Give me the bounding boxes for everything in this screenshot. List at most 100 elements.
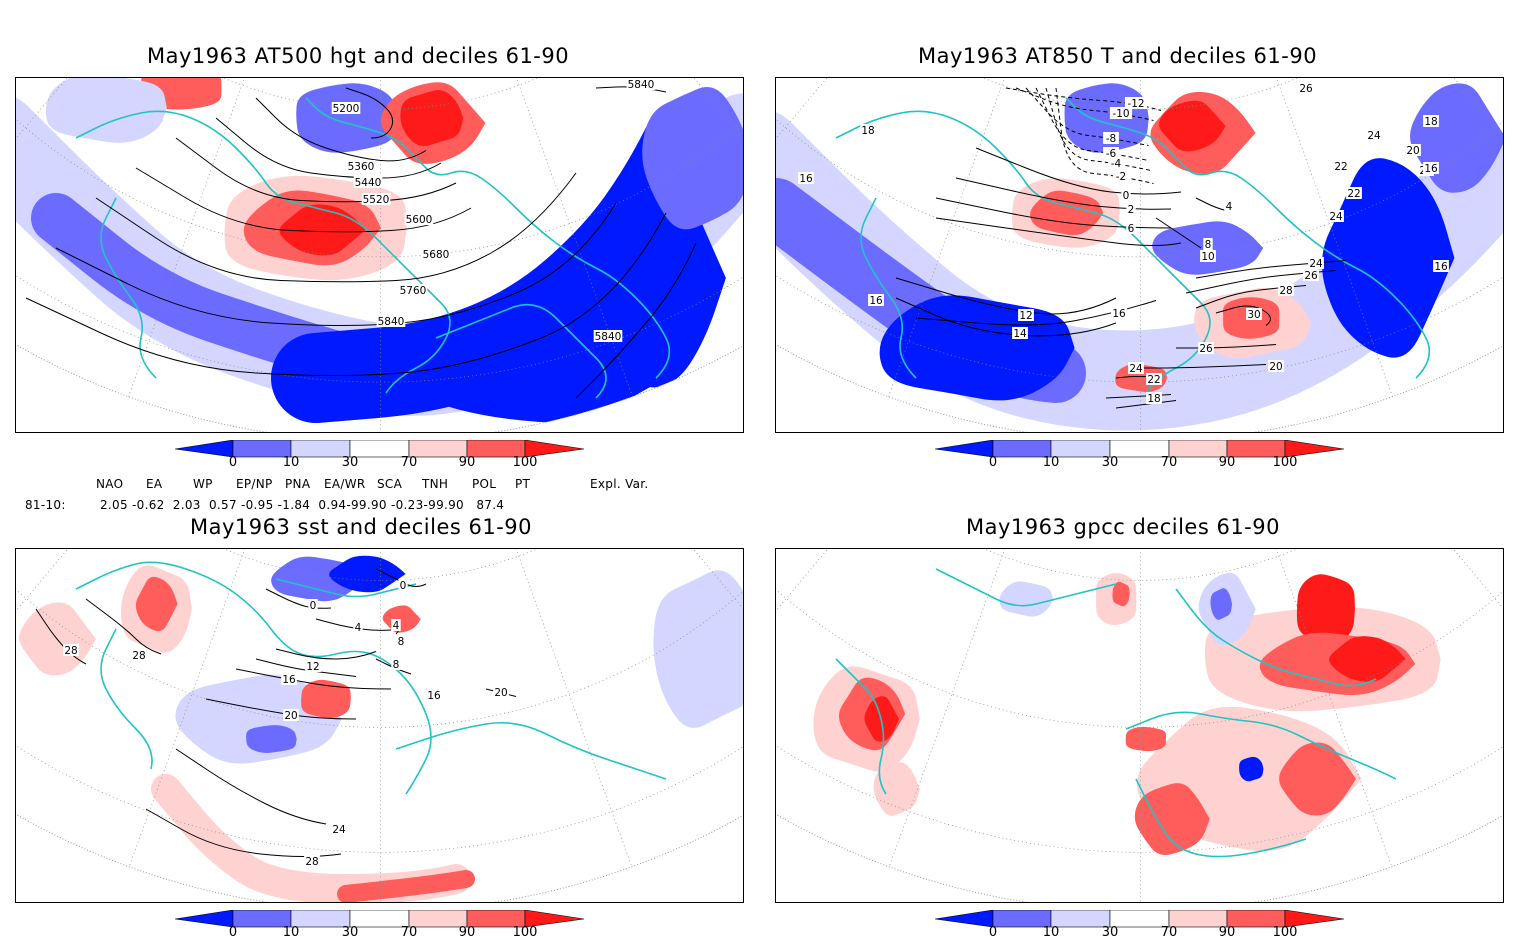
contour-label: 16 <box>1424 163 1438 175</box>
sst-contour <box>255 658 357 677</box>
sst-contour <box>145 808 342 857</box>
colorbar-tick-label: 0 <box>228 925 238 940</box>
latitude-circle <box>16 78 743 383</box>
contour-label-bg <box>305 660 321 672</box>
colorbar-swatch <box>1284 440 1345 458</box>
contour-label: 8 <box>1205 239 1212 251</box>
colorbar-tick-label: 90 <box>1218 455 1236 470</box>
contour-label: 0 <box>1123 190 1130 202</box>
index-header-pna: PNA <box>285 477 311 491</box>
height-contour <box>25 212 667 376</box>
contour-label: 12 <box>306 661 319 673</box>
contour-label: -2 <box>1116 171 1126 183</box>
contour-label: 8 <box>398 636 405 648</box>
colorbar-tick-label: 70 <box>1160 455 1178 470</box>
latitude-circle <box>776 78 1503 383</box>
index-header-epnp: EP/NP <box>236 477 273 491</box>
contour-label: 24 <box>1329 211 1343 223</box>
contour-label: 24 <box>1367 130 1381 142</box>
contour-label-bg <box>1113 170 1129 182</box>
coastline <box>100 628 153 770</box>
contour-label-bg <box>283 709 299 721</box>
contour-label-bg <box>331 823 347 835</box>
index-row-label: 81-10: <box>25 498 66 512</box>
colorbar-tick-label: 90 <box>1218 925 1236 940</box>
anomaly-mid-blue <box>1210 588 1233 620</box>
contour-label-bg <box>426 689 442 701</box>
contour-label: -10 <box>1112 108 1129 120</box>
anomaly-mid-red <box>135 576 178 632</box>
colorbar-tick-label: 30 <box>341 455 359 470</box>
contour-label: 5200 <box>333 103 360 115</box>
contour-label: 16 <box>1112 308 1126 320</box>
contour-label: 18 <box>1147 393 1160 405</box>
colorbar-tick-label: 30 <box>1101 925 1119 940</box>
index-row-values: 2.05 -0.62 2.03 0.57 -0.95 -1.84 0.94-99… <box>100 498 505 512</box>
index-header-tnh: TNH <box>422 477 449 491</box>
contour-label-bg <box>1126 222 1136 234</box>
colorbar-tick-label: 10 <box>1042 455 1060 470</box>
contour-label: 28 <box>1279 285 1292 297</box>
contour-label-bg <box>131 649 147 661</box>
anomaly-deep-blue <box>1239 756 1264 782</box>
temperature-contour <box>895 277 1117 315</box>
colorbar-svg <box>935 910 1345 928</box>
index-header-explvar: Expl. Var. <box>590 477 649 491</box>
coastline <box>275 578 417 598</box>
contour-label: 16 <box>799 173 813 185</box>
contour-label-bg <box>626 78 656 90</box>
panel-title-gpcc: May1963 gpcc deciles 61-90 <box>966 515 1280 539</box>
contour-label-bg <box>1278 284 1294 296</box>
contour-label-bg <box>593 330 623 342</box>
map-svg: -12-10-8-6-4-202610121416842426283026202… <box>776 78 1503 432</box>
anomaly-mid-red <box>1112 581 1130 607</box>
contour-label: 28 <box>132 650 145 662</box>
contour-label-bg <box>421 248 451 260</box>
contour-label: 22 <box>1334 161 1347 173</box>
index-header-sca: SCA <box>377 477 403 491</box>
coastline <box>75 561 432 795</box>
colorbar-gpcc: 0 10 30 70 90 100 <box>935 910 1355 940</box>
contour-label-bg <box>1108 157 1124 169</box>
sst-contour <box>85 598 162 655</box>
contour-label-bg <box>1126 203 1136 215</box>
colorbar-sst: 0 10 30 70 90 100 <box>175 910 595 940</box>
map-clip-group <box>776 549 1503 902</box>
colorbar-swatch <box>1284 910 1345 928</box>
temperature-contour <box>1115 400 1177 409</box>
contour-label: 5600 <box>406 214 433 226</box>
contour-label: 5440 <box>355 177 382 189</box>
colorbar-swatch <box>935 440 994 458</box>
contour-label-bg <box>1298 82 1314 94</box>
colorbar-tick-label: 10 <box>282 925 300 940</box>
contour-label-bg <box>1128 362 1144 374</box>
colorbar-tick-label: 70 <box>400 925 418 940</box>
contour-label: 30 <box>1247 309 1260 321</box>
height-contour <box>215 117 442 179</box>
contour-label-bg <box>398 579 408 591</box>
anomaly-deep-blue <box>1322 158 1455 358</box>
contour-label: 18 <box>861 125 874 137</box>
meridian-line <box>128 549 381 867</box>
contour-label-bg <box>1121 189 1131 201</box>
anomaly-mid-blue <box>642 87 743 230</box>
map-svg <box>776 549 1503 902</box>
anomaly-mid-red <box>301 679 351 719</box>
anomaly-deep-blue <box>329 555 406 593</box>
sst-contour <box>375 658 412 675</box>
anomaly-mid-red <box>1030 190 1104 236</box>
temperature-contour-negative <box>1035 87 1149 161</box>
index-header-wp: WP <box>193 477 213 491</box>
coastline <box>100 197 157 379</box>
colorbar-at500: 0 10 30 70 90 100 <box>175 440 595 470</box>
colorbar-svg <box>935 440 1345 458</box>
anomaly-deep-red <box>1329 636 1406 682</box>
anomaly-mid-red <box>1125 726 1167 752</box>
colorbar-tick-label: 0 <box>988 455 998 470</box>
height-contour <box>95 172 577 283</box>
colorbar-tick-label: 0 <box>988 925 998 940</box>
meridian-line <box>888 549 1141 867</box>
contour-label-bg <box>1268 360 1284 372</box>
contour-label: 28 <box>64 645 77 657</box>
colorbar-tick-label: 90 <box>458 455 476 470</box>
